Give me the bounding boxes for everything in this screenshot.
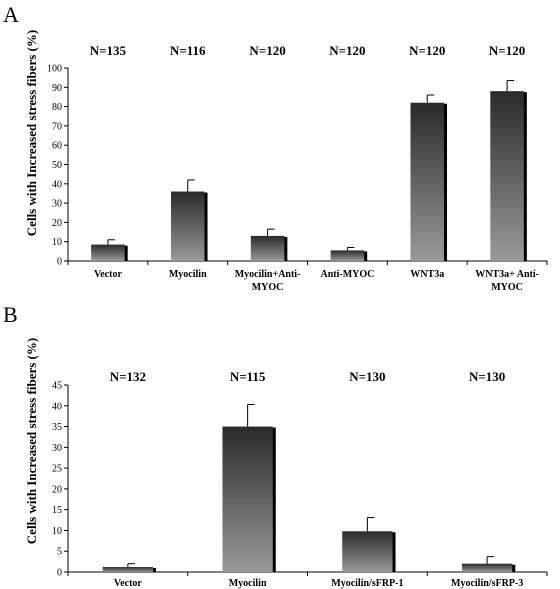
panel-letter-a: A	[3, 2, 19, 27]
y-axis-label-b: Cells with Increased stress fibers (%)	[24, 338, 39, 544]
category-label: WNT3a+ Anti-	[475, 269, 539, 280]
bar	[102, 567, 154, 572]
bar	[222, 426, 273, 572]
category-label: Myocilin+Anti-	[235, 269, 301, 280]
y-tick-label: 50	[52, 160, 62, 171]
bar	[410, 102, 445, 262]
category-label: MYOC	[491, 282, 523, 293]
n-label: N=132	[110, 369, 146, 384]
y-tick-label: 45	[52, 381, 62, 392]
category-label: Anti-MYOC	[320, 269, 374, 280]
category-label: Myocilin	[229, 578, 267, 589]
y-tick-label: 80	[52, 102, 62, 113]
bar	[91, 244, 125, 261]
bar	[461, 563, 513, 572]
y-axis-label-a: Cells with Increased stress fibers (%)	[24, 30, 39, 236]
y-tick-label: 30	[52, 199, 62, 210]
n-label: N=130	[349, 369, 385, 384]
y-tick-label: 25	[52, 464, 62, 475]
bar	[170, 191, 205, 261]
chart-panel-a: A Cells with Increased stress fibers (%)…	[3, 2, 548, 293]
bar	[342, 531, 393, 572]
n-label: N=116	[170, 43, 206, 58]
y-tick-label: 30	[52, 443, 62, 454]
chart-panel-b: B Cells with Increased stress fibers (%)…	[3, 302, 548, 589]
n-label: N=120	[249, 43, 285, 58]
n-label: N=120	[409, 43, 445, 58]
category-label: Vector	[114, 578, 143, 589]
category-label: Myocilin	[169, 269, 207, 280]
category-label: Vector	[94, 269, 123, 280]
panel-letter-b: B	[3, 302, 18, 327]
y-tick-label: 60	[52, 141, 62, 152]
y-tick-label: 0	[57, 568, 62, 579]
n-label: N=135	[90, 43, 127, 58]
y-tick-label: 20	[52, 484, 62, 495]
y-tick-label: 10	[52, 237, 62, 248]
y-tick-label: 70	[52, 121, 62, 132]
y-tick-label: 90	[52, 83, 62, 94]
y-tick-label: 35	[52, 422, 62, 433]
y-tick-label: 10	[52, 526, 62, 537]
category-label: Myocilin/sFRP-1	[331, 578, 403, 589]
n-label: N=130	[469, 369, 505, 384]
bar	[490, 91, 524, 261]
y-tick-label: 20	[52, 218, 62, 229]
n-label: N=120	[489, 43, 525, 58]
y-tick-label: 15	[52, 505, 62, 516]
y-tick-label: 100	[47, 64, 62, 75]
y-tick-label: 40	[52, 179, 62, 190]
n-label: N=115	[230, 369, 266, 384]
bar	[330, 250, 365, 261]
category-label: MYOC	[252, 282, 284, 293]
category-label: Myocilin/sFRP-3	[451, 578, 523, 589]
category-label: WNT3a	[410, 269, 444, 280]
y-tick-label: 0	[57, 257, 62, 268]
y-tick-label: 5	[57, 547, 62, 558]
n-label: N=120	[329, 43, 365, 58]
y-tick-label: 40	[52, 401, 62, 412]
bar	[250, 235, 285, 261]
